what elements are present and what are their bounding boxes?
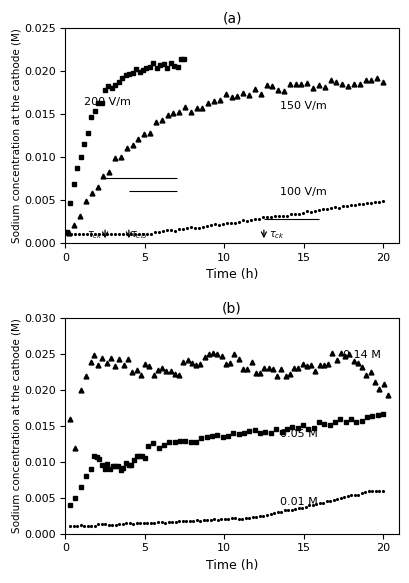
- Y-axis label: Sodium concentration at the cathode (M): Sodium concentration at the cathode (M): [11, 318, 21, 533]
- Text: $\tau_{ck}$: $\tau_{ck}$: [87, 229, 102, 241]
- Text: 0.01 M: 0.01 M: [279, 497, 317, 507]
- Title: (b): (b): [222, 302, 241, 316]
- X-axis label: Time (h): Time (h): [205, 268, 258, 281]
- Text: 100 V/m: 100 V/m: [279, 188, 326, 198]
- Y-axis label: Sodium concentration at the cathode (M): Sodium concentration at the cathode (M): [11, 28, 21, 243]
- X-axis label: Time (h): Time (h): [205, 559, 258, 572]
- Title: (a): (a): [222, 11, 241, 25]
- Text: 0.05 M: 0.05 M: [279, 429, 317, 439]
- Text: $\tau_{ck}$: $\tau_{ck}$: [268, 229, 284, 241]
- Text: 200 V/m: 200 V/m: [84, 97, 131, 107]
- Text: 150 V/m: 150 V/m: [279, 101, 326, 111]
- Text: 0.14 M: 0.14 M: [342, 350, 380, 360]
- Text: $\tau_{el5}$: $\tau_{el5}$: [129, 229, 147, 241]
